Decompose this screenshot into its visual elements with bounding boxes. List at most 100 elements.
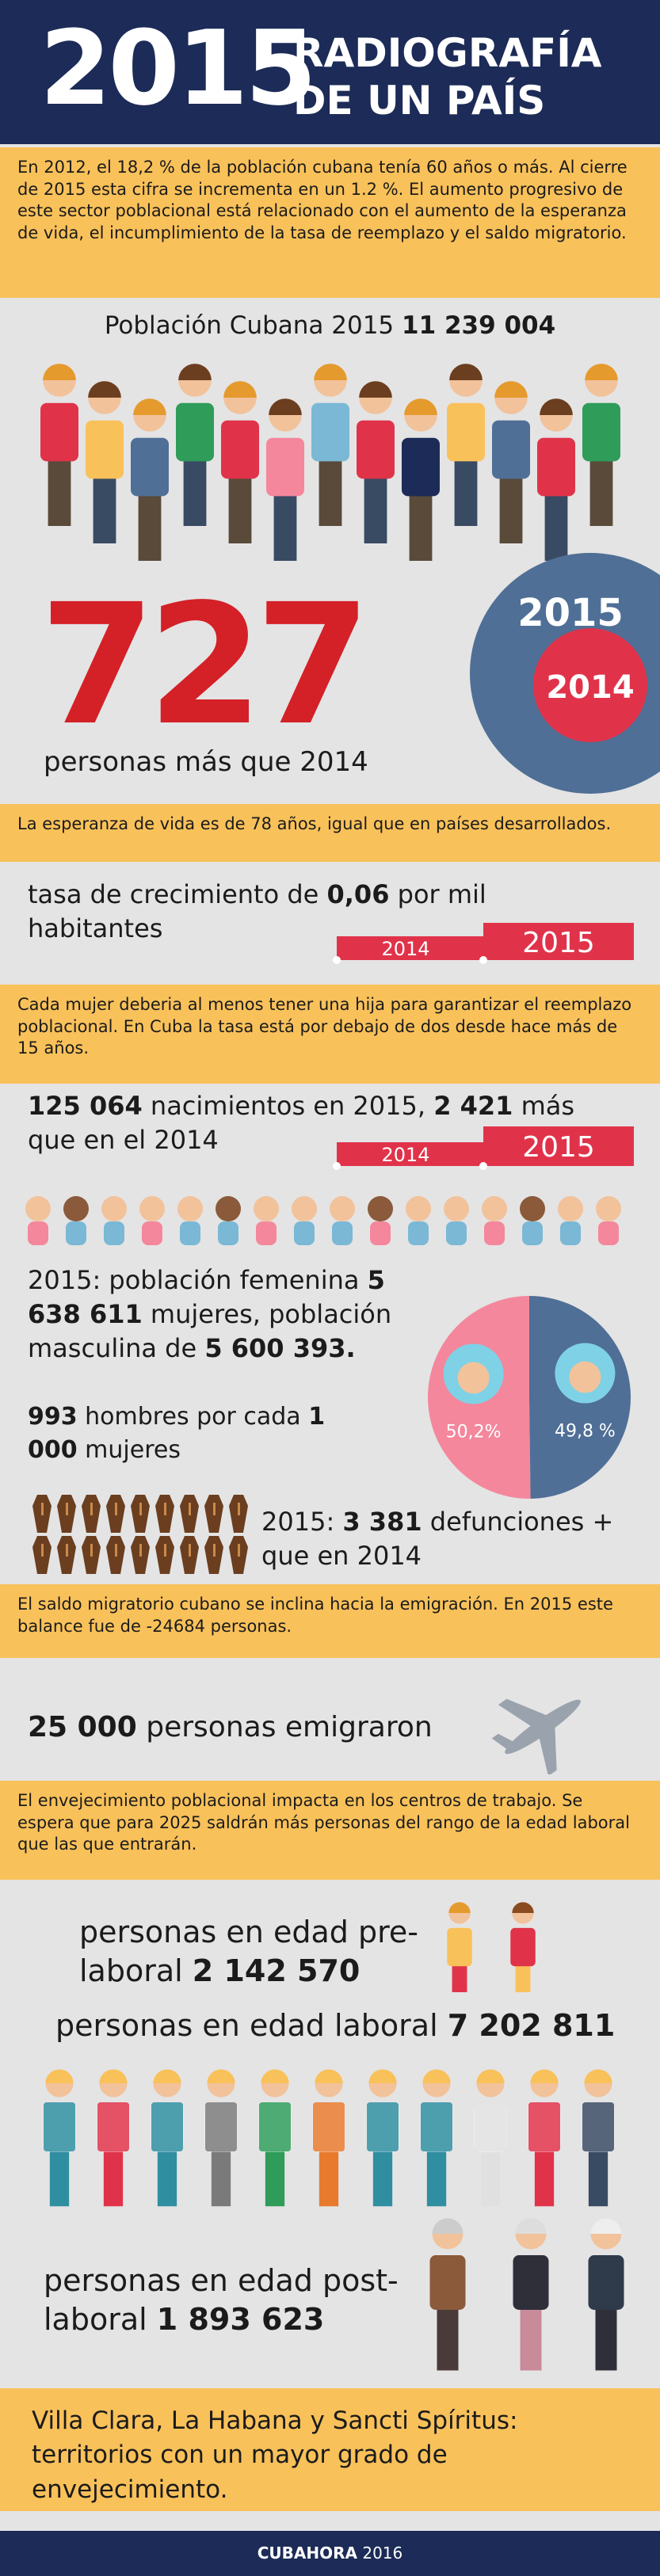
ratio-text: 993 hombres por cada 1 000 mujeres <box>28 1400 376 1467</box>
baby-body <box>104 1221 124 1245</box>
baby-body <box>28 1221 48 1245</box>
cross <box>115 1544 117 1557</box>
babies-illustration <box>25 1196 621 1245</box>
replacement: Cada mujer deberia al menos tener una hi… <box>0 985 660 1084</box>
body <box>492 420 530 479</box>
life-expectancy: La esperanza de vida es de 78 años, igua… <box>0 804 660 862</box>
cross <box>164 1503 166 1515</box>
leg <box>319 2147 339 2207</box>
bar-label: 2015 <box>522 1131 595 1164</box>
dot <box>333 956 341 964</box>
body <box>429 2255 466 2310</box>
hair <box>584 2069 612 2083</box>
hair <box>422 2069 451 2083</box>
cross <box>189 1544 191 1557</box>
header-title: DE UN PAÍS <box>293 78 546 124</box>
bar-2014 <box>337 936 483 960</box>
number: 2 421 <box>433 1091 513 1121</box>
leg <box>534 2147 555 2207</box>
cross <box>213 1544 216 1557</box>
hair <box>515 2218 547 2234</box>
gender-pie: 50,2% 49,8 % <box>428 1296 631 1499</box>
people-illustration <box>40 364 620 561</box>
baby-body <box>484 1221 505 1245</box>
pie-label: 50,2% <box>446 1422 502 1442</box>
leg <box>589 456 613 526</box>
inner-circle <box>533 628 647 742</box>
body <box>40 402 78 462</box>
cross <box>66 1503 68 1515</box>
leg <box>372 2147 393 2207</box>
number: 1 893 623 <box>156 2302 325 2338</box>
body <box>537 437 575 497</box>
vest <box>44 2102 75 2151</box>
footer: CUBAHORA 2016 <box>0 2531 660 2576</box>
growth-text: tasa de crecimiento de 0,06 por mil habi… <box>28 878 503 946</box>
leg <box>48 456 71 526</box>
body <box>221 420 259 479</box>
text: personas en edad pre-laboral <box>79 1915 418 1989</box>
hair <box>432 2218 464 2234</box>
year-circle: 2015 2014 <box>470 553 660 794</box>
text: 2015: población femenina <box>28 1265 360 1295</box>
cross <box>90 1544 93 1557</box>
hair <box>178 364 212 380</box>
number: 7 202 811 <box>447 2008 616 2043</box>
hair <box>585 364 618 380</box>
increase-label: personas más que 2014 <box>44 746 368 778</box>
leg <box>544 491 568 561</box>
cross <box>213 1503 216 1515</box>
text: . <box>345 1333 356 1364</box>
hair <box>359 381 392 398</box>
number: 125 064 <box>28 1091 143 1121</box>
baby-head <box>368 1196 393 1221</box>
baby-body <box>560 1221 581 1245</box>
body <box>588 2255 624 2310</box>
bar-label: 2015 <box>522 927 595 959</box>
migration-note: El saldo migratorio cubano se inclina ha… <box>0 1584 660 1658</box>
airplane <box>491 1698 581 1774</box>
hair <box>530 2069 559 2083</box>
cross <box>139 1503 142 1515</box>
hair <box>448 1902 471 1913</box>
text: defunciones + que en 2014 <box>261 1507 614 1572</box>
vest <box>421 2102 452 2151</box>
births-bars: 2014 2015 <box>333 1126 634 1170</box>
hair <box>590 2218 622 2234</box>
cross <box>41 1544 44 1557</box>
leg <box>211 2147 231 2207</box>
number: 3 381 <box>342 1507 422 1537</box>
cross <box>41 1503 44 1515</box>
cross <box>238 1503 240 1515</box>
brand: CUBAHORA <box>257 2544 357 2563</box>
text: tasa de crecimiento de <box>28 879 319 909</box>
intro: En 2012, el 18,2 % de la población cuban… <box>0 147 660 298</box>
baby-body <box>370 1221 391 1245</box>
baby-body <box>180 1221 200 1245</box>
cross <box>139 1544 142 1557</box>
leg <box>273 491 297 561</box>
text: personas en edad laboral <box>55 2008 438 2043</box>
hair <box>404 398 437 415</box>
leg <box>157 2147 177 2207</box>
deaths-text: 2015: 3 381 defunciones + que en 2014 <box>261 1505 642 1573</box>
vest <box>205 2102 237 2151</box>
hair <box>368 2069 397 2083</box>
working-text: personas en edad laboral 7 202 811 <box>55 2008 615 2043</box>
text: nacimientos en 2015, <box>150 1091 426 1121</box>
hair <box>261 2069 289 2083</box>
leg <box>515 1963 531 1992</box>
baby-head <box>482 1196 507 1221</box>
hair <box>512 1902 534 1913</box>
hair <box>43 364 76 380</box>
body <box>266 437 304 497</box>
baby-head <box>520 1196 545 1221</box>
leg <box>364 474 387 543</box>
text: personas emigraron <box>146 1711 433 1743</box>
leg <box>49 2147 70 2207</box>
leg <box>452 1963 467 1992</box>
vest <box>97 2102 129 2151</box>
text: personas en edad post-laboral <box>44 2263 399 2338</box>
number: 1 000 <box>28 1403 326 1464</box>
